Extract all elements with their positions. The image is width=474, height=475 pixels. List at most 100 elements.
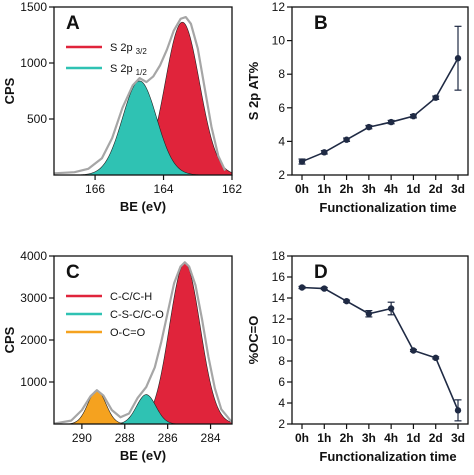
panel-letter: B: [314, 13, 328, 34]
legend-entry-0: C-C/C-H: [110, 291, 152, 303]
y-tick-label: 6: [278, 375, 285, 389]
data-point: [387, 118, 395, 126]
x-tick-label: 164: [154, 182, 174, 196]
x-tick-label: 0h: [295, 182, 309, 196]
plot-area: [54, 15, 232, 175]
panel-letter: C: [66, 262, 80, 283]
x-tick-label: 1d: [406, 182, 420, 196]
legend-name: C-C/C-H: [110, 291, 152, 303]
x-tick-label: 284: [201, 431, 221, 445]
data-point: [432, 354, 439, 362]
x-tick-label: 288: [115, 431, 135, 445]
legend-entry-1: S 2p 1/2: [110, 63, 147, 77]
y-tick-label: 10: [272, 333, 286, 347]
panel-letter: D: [314, 262, 328, 283]
legend-name: O-C=O: [110, 327, 146, 339]
data-point: [365, 123, 373, 131]
y-tick-label: 12: [272, 0, 286, 14]
y-tick-label: 14: [272, 291, 286, 305]
y-tick-label: 10: [272, 34, 286, 48]
y-tick-label: 4: [278, 134, 285, 148]
data-point: [321, 149, 328, 156]
data-point: [454, 55, 462, 62]
panel-letter: A: [66, 13, 80, 34]
x-tick-label: 3h: [362, 431, 376, 445]
legend-entry-0: S 2p 3/2: [110, 42, 147, 56]
series-line: [301, 57, 459, 163]
y-tick-label: 18: [272, 249, 286, 263]
data-point: [298, 284, 306, 291]
legend-name: S 2p: [110, 63, 133, 75]
y-tick-label: 12: [272, 312, 286, 326]
y-tick-label: 500: [27, 112, 47, 126]
legend-entry-2: O-C=O: [110, 327, 146, 339]
x-tick-label: 166: [85, 182, 105, 196]
x-tick-label: 3h: [362, 182, 376, 196]
x-tick-label: 2d: [429, 431, 443, 445]
y-tick-label: 6: [278, 101, 285, 115]
spectrum-envelope: [54, 15, 227, 175]
plot-frame: [53, 6, 233, 176]
legend-subscript: 1/2: [136, 68, 148, 77]
series-line: [301, 286, 459, 411]
y-tick-label: 2: [278, 417, 285, 431]
x-axis-label: BE (eV): [120, 448, 166, 463]
y-tick-label: 8: [278, 354, 285, 368]
y-tick-label: 16: [272, 270, 286, 284]
x-tick-label: 2h: [340, 182, 354, 196]
plot-frame: [53, 255, 233, 425]
x-tick-label: 1h: [317, 182, 331, 196]
plot-frame: [291, 255, 469, 425]
y-tick-label: 2: [278, 168, 285, 182]
y-axis-label: %OC=O: [246, 316, 261, 365]
x-tick-label: 1d: [406, 431, 420, 445]
y-axis-label: S 2p AT%: [246, 61, 261, 120]
y-tick-label: 4: [278, 396, 285, 410]
data-point: [365, 310, 373, 317]
x-axis-label: BE (eV): [120, 199, 166, 214]
data-point: [343, 136, 350, 143]
data-point: [343, 297, 350, 305]
data-point: [410, 113, 417, 120]
y-tick-label: 3000: [20, 291, 47, 305]
x-tick-label: 4h: [384, 182, 398, 196]
data-point: [410, 347, 417, 354]
x-tick-label: 286: [158, 431, 178, 445]
y-tick-label: 1500: [20, 0, 47, 14]
x-tick-label: 2d: [429, 182, 443, 196]
panel-d: 2 4 6 8 10 12 14 16 18 0h 1h 2h 3h 4h 1d 2d 3d D Functiona…: [246, 249, 469, 464]
data-point: [432, 94, 439, 101]
legend-entry-1: C-S-C/C-O: [110, 309, 164, 321]
y-tick-label: 2000: [20, 333, 47, 347]
data-point: [321, 285, 328, 292]
y-axis-label: CPS: [2, 77, 17, 104]
peak-2: [54, 390, 232, 424]
panel-b: 2 4 6 8 10 12 0h 1h 2h 3h 4h 1d 2d 3d B Functionalizati…: [246, 0, 469, 215]
peak-1: [54, 394, 232, 424]
x-axis-label: Functionalization time: [319, 449, 456, 464]
panel-c: 290 288 286 284 1000 2000 3000 4000 C-C/C-H C-S-C…: [2, 249, 233, 463]
x-tick-label: 2h: [340, 431, 354, 445]
y-axis-label: CPS: [2, 326, 17, 353]
plot-frame: [291, 6, 469, 176]
plot-area: [54, 261, 232, 424]
legend-subscript: 3/2: [136, 47, 148, 56]
x-tick-label: 3d: [451, 431, 465, 445]
x-tick-label: 162: [222, 182, 242, 196]
x-tick-label: 0h: [295, 431, 309, 445]
x-tick-label: 3d: [451, 182, 465, 196]
y-tick-label: 8: [278, 67, 285, 81]
x-axis-label: Functionalization time: [319, 200, 456, 215]
legend-name: S 2p: [110, 42, 133, 54]
legend-name: C-S-C/C-O: [110, 309, 164, 321]
data-point: [454, 407, 462, 414]
x-tick-label: 290: [72, 431, 92, 445]
x-tick-label: 4h: [384, 431, 398, 445]
y-tick-label: 1000: [20, 56, 47, 70]
x-tick-label: 1h: [317, 431, 331, 445]
y-tick-label: 4000: [20, 249, 47, 263]
spectrum-envelope: [54, 261, 232, 424]
data-point: [298, 158, 306, 165]
